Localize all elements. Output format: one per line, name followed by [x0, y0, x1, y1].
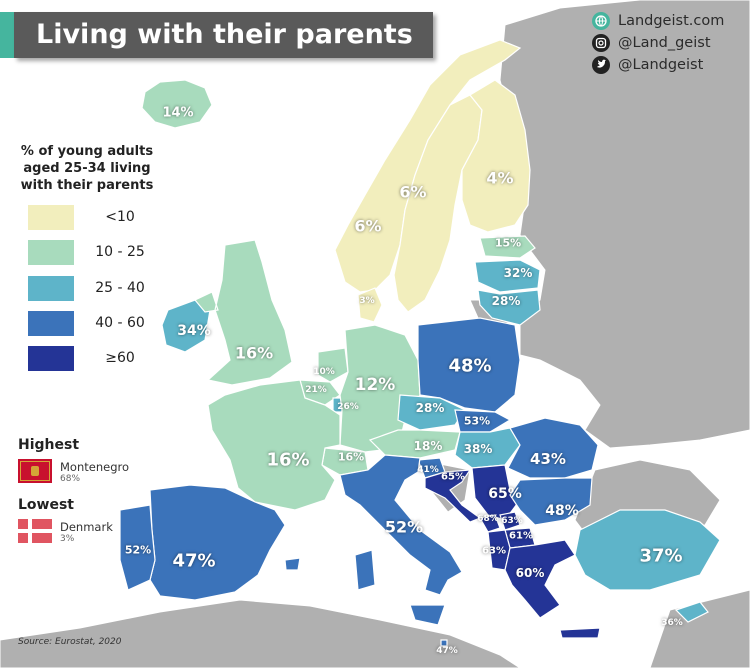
label-lithuania: 28%: [491, 294, 521, 308]
latvia-shape: [474, 259, 541, 293]
label-montenegro: 68%: [477, 514, 499, 524]
slovakia-shape: [454, 409, 512, 433]
montenegro-shape: [479, 514, 501, 533]
twitter-credit[interactable]: @Landgeist: [592, 56, 703, 74]
label-malta: 47%: [436, 646, 458, 656]
label-germany: 12%: [354, 375, 396, 395]
finland-shape: [461, 79, 531, 233]
lowest-value: 3%: [60, 534, 75, 544]
uk-shape: [194, 239, 293, 386]
label-hungary: 38%: [463, 442, 493, 456]
iceland-shape: [141, 79, 213, 129]
twitter-text: @Landgeist: [618, 57, 704, 73]
label-austria: 18%: [413, 439, 443, 453]
label-netherlands: 10%: [313, 367, 335, 377]
legend-label-2: 10 - 25: [95, 244, 145, 260]
malta-shape: [440, 639, 448, 647]
highest-value: 68%: [60, 474, 81, 484]
denmark-flag: [18, 519, 52, 543]
label-romania: 43%: [530, 450, 566, 468]
label-finland: 4%: [486, 168, 514, 188]
country-shapes: [119, 39, 721, 647]
label-italy: 52%: [384, 517, 424, 537]
highest-country: Montenegro: [60, 460, 130, 474]
website-credit[interactable]: Landgeist.com: [592, 12, 724, 30]
montenegro-flag: [18, 459, 52, 483]
italy-shape: [339, 454, 463, 626]
legend-title: % of young adults aged 25-34 living with…: [20, 144, 154, 193]
label-turkey: 37%: [639, 545, 683, 567]
label-belgium: 21%: [305, 385, 327, 395]
label-kosovo: 63%: [501, 516, 523, 526]
legend-label-5: ≥60: [105, 350, 135, 366]
portugal-shape: [119, 504, 156, 591]
globe-icon: [592, 12, 610, 30]
legend-swatch-2: [28, 240, 74, 265]
label-poland: 48%: [448, 355, 492, 377]
czechia-shape: [397, 394, 466, 431]
croatia-shape: [424, 469, 482, 523]
denmark-shape: [357, 287, 383, 323]
highest-heading: Highest: [18, 437, 80, 453]
label-estonia: 15%: [494, 236, 522, 250]
france-shape: [207, 379, 341, 511]
norway-shape: [334, 39, 522, 293]
label-portugal: 52%: [124, 543, 152, 557]
title-accent-bar: [0, 12, 14, 58]
label-luxembourg: 26%: [337, 402, 359, 412]
label-iceland: 14%: [162, 105, 194, 121]
instagram-icon: [592, 34, 610, 52]
legend-label-1: <10: [105, 209, 135, 225]
instagram-text: @Land_geist: [618, 35, 711, 51]
label-cyprus: 36%: [661, 618, 683, 628]
label-france: 16%: [266, 449, 310, 471]
source-note: Source: Eurostat, 2020: [18, 637, 122, 647]
label-switzerland: 16%: [337, 450, 365, 464]
bulgaria-shape: [509, 477, 593, 526]
legend-swatch-3: [28, 276, 74, 301]
label-greece: 60%: [515, 566, 545, 580]
legend-label-4: 40 - 60: [95, 315, 145, 331]
instagram-credit[interactable]: @Land_geist: [592, 34, 711, 52]
serbia-shape: [471, 464, 521, 521]
romania-shape: [507, 417, 599, 479]
twitter-icon: [592, 56, 610, 74]
label-latvia: 32%: [503, 266, 533, 280]
label-czechia: 28%: [415, 401, 445, 415]
cyprus-shape: [674, 601, 709, 623]
label-sweden: 6%: [399, 182, 427, 202]
lowest-heading: Lowest: [18, 497, 74, 513]
legend-label-3: 25 - 40: [95, 280, 145, 296]
title-banner: Living with their parents: [0, 12, 433, 58]
estonia-shape: [479, 235, 536, 259]
legend-swatch-1: [28, 205, 74, 230]
label-albania: 63%: [482, 545, 506, 557]
hungary-shape: [454, 427, 521, 469]
label-spain: 47%: [172, 550, 216, 572]
label-uk: 16%: [234, 343, 274, 363]
label-serbia: 65%: [488, 486, 522, 502]
website-text: Landgeist.com: [618, 13, 725, 29]
legend-swatch-5: [28, 346, 74, 371]
lowest-country: Denmark: [60, 520, 113, 534]
page-title: Living with their parents: [14, 12, 433, 58]
legend-swatch-4: [28, 311, 74, 336]
netherlands-shape: [317, 347, 349, 383]
label-croatia: 65%: [441, 471, 465, 483]
label-ireland: 34%: [177, 323, 211, 339]
turkey-shape: [574, 509, 721, 591]
label-slovenia: 41%: [417, 465, 439, 475]
label-slovakia: 53%: [463, 414, 491, 428]
kosovo-shape: [499, 511, 521, 531]
label-bulgaria: 48%: [545, 503, 579, 519]
greece-shape: [504, 539, 601, 639]
label-denmark: 3%: [359, 296, 375, 306]
lithuania-shape: [477, 289, 541, 326]
label-north-macedonia: 61%: [509, 530, 533, 542]
label-norway: 6%: [354, 216, 382, 236]
